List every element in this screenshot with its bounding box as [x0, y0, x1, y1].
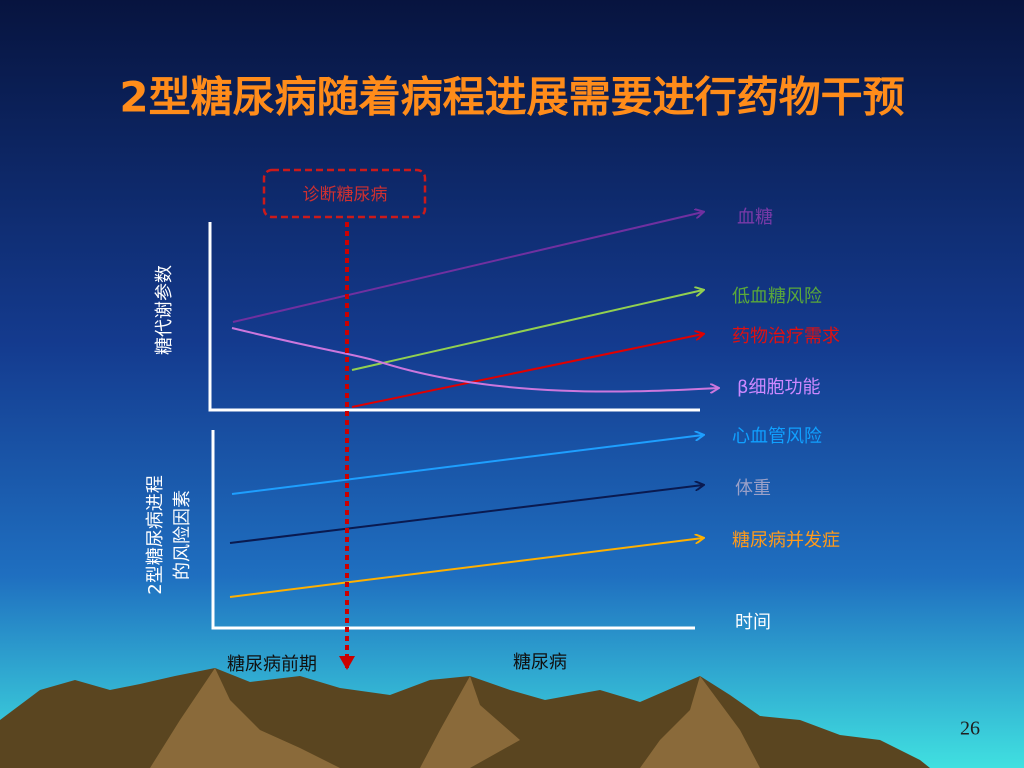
- diagnosis-label: 诊断糖尿病: [303, 185, 388, 205]
- curve-label: β细胞功能: [737, 377, 821, 398]
- curve: [229, 538, 703, 598]
- axes: [208, 222, 700, 630]
- curve-label: 低血糖风险: [732, 286, 822, 307]
- lower-axis-label: 的风险因素: [172, 490, 193, 580]
- curve-label: 糖尿病并发症: [732, 530, 840, 551]
- diagnosis-box: [262, 168, 427, 219]
- curve: [351, 290, 703, 371]
- curve: [231, 327, 718, 392]
- mountain-highlight: [150, 668, 760, 768]
- curves: [229, 212, 718, 598]
- upper-axis-label: 糖代谢参数: [154, 265, 175, 355]
- stage-label: 糖尿病: [513, 652, 567, 673]
- stage-label: 糖尿病前期: [227, 654, 317, 675]
- curve: [351, 334, 703, 408]
- lower-axis: [211, 430, 695, 630]
- curve-label: 体重: [735, 478, 771, 499]
- curve-labels: 血糖 低血糖风险 药物治疗需求 β细胞功能 心血管风险 体重 糖尿病并发症 时间: [732, 207, 840, 633]
- upper-axis: [208, 222, 700, 412]
- curve: [231, 435, 703, 495]
- curve: [229, 485, 703, 544]
- curve-label: 药物治疗需求: [732, 326, 840, 347]
- curve-label: 血糖: [737, 207, 773, 228]
- page-number: 26: [960, 718, 980, 740]
- curve-label: 心血管风险: [732, 426, 822, 447]
- lower-axis-label: 2型糖尿病进程: [145, 475, 166, 594]
- curve: [232, 212, 703, 323]
- slide-title: 2型糖尿病随着病程进展需要进行药物干预: [119, 73, 904, 122]
- time-label: 时间: [735, 612, 771, 633]
